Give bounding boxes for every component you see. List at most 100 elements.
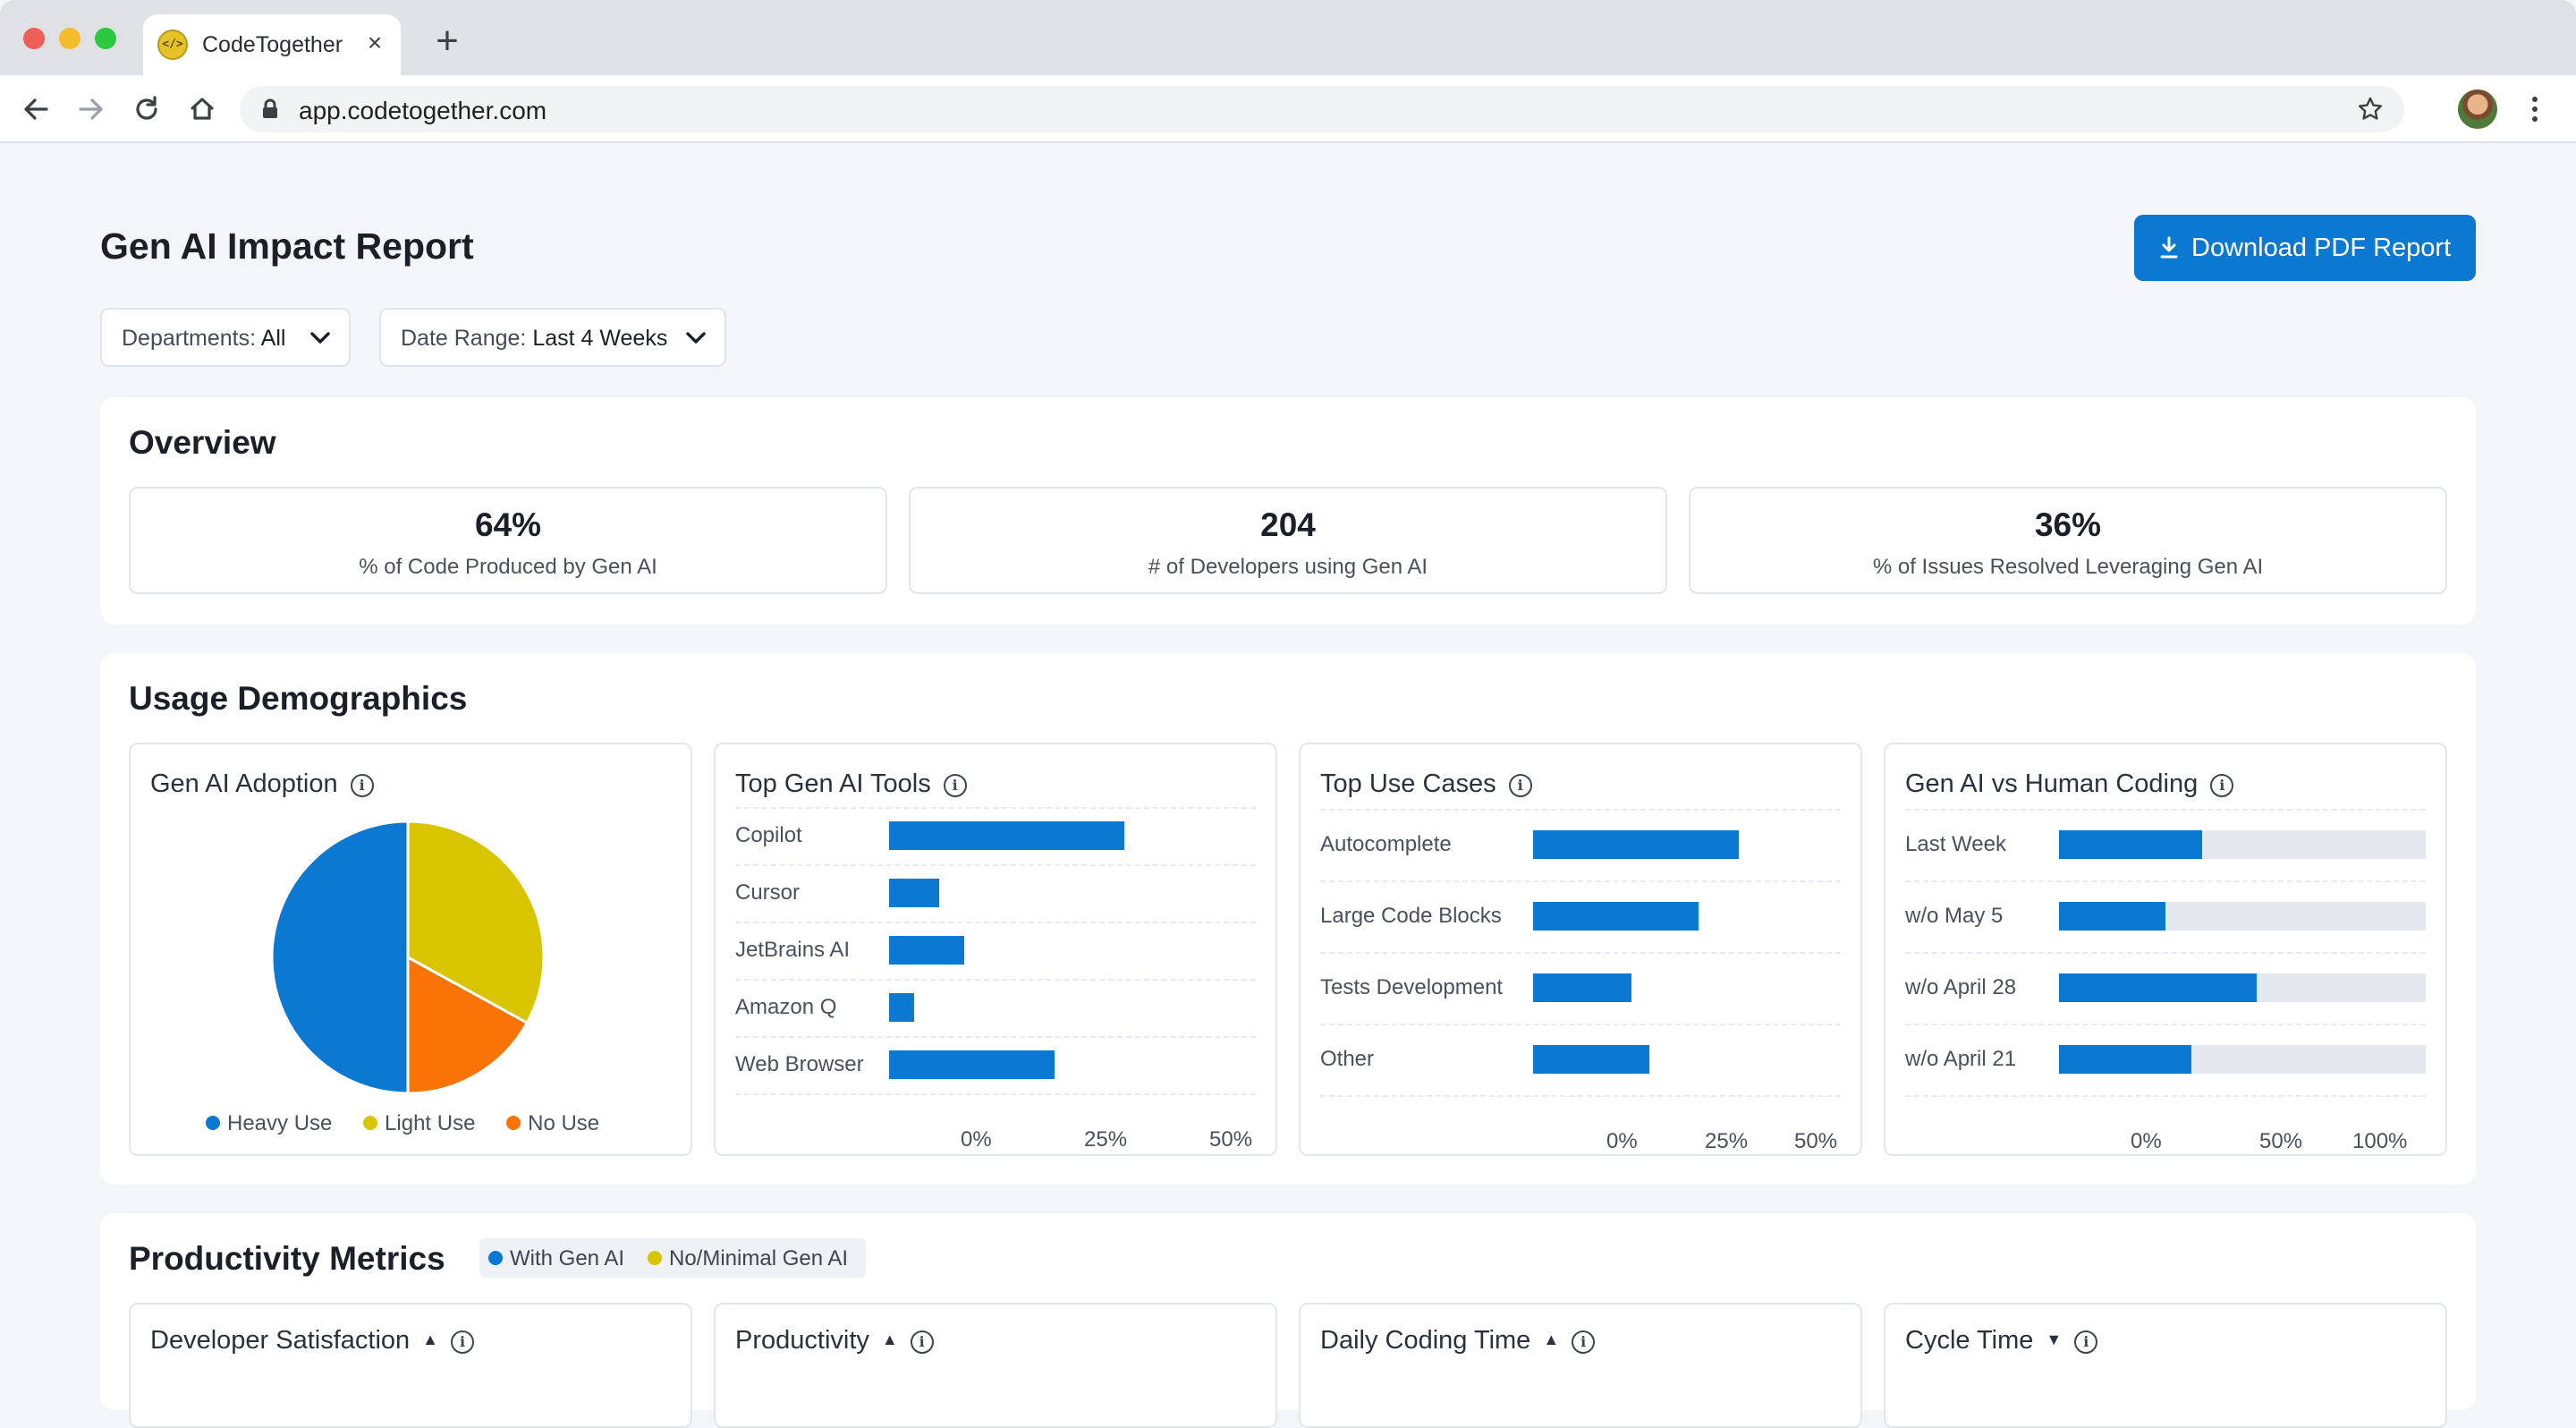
bar: [889, 993, 914, 1022]
productivity-metrics-card: Productivity Metrics With Gen AI No/Mini…: [100, 1213, 2476, 1428]
lock-icon: [263, 98, 277, 118]
gridline: [1320, 952, 1841, 954]
legend-no-gen-ai: No/Minimal Gen AI: [648, 1246, 848, 1271]
panel-title: Daily Coding Time: [1320, 1326, 1531, 1355]
gen-ai-vs-human-panel: Gen AI vs Human Coding i Last Week w/o May…: [1884, 743, 2447, 1156]
tab-bar: </> CodeTogether × +: [0, 0, 2576, 75]
gridline: [735, 864, 1256, 866]
date-range-filter-dropdown[interactable]: Date Range: Last 4 Weeks: [379, 308, 726, 367]
page-title: Gen AI Impact Report: [100, 225, 474, 267]
departments-filter-dropdown[interactable]: Departments: All: [100, 308, 351, 367]
gen-ai-adoption-panel: Gen AI Adoption i Heavy Use Light Use No …: [129, 743, 692, 1156]
bar: [2059, 1045, 2191, 1074]
bar: [2059, 973, 2258, 1002]
address-bar[interactable]: app.codetogether.com: [240, 86, 2404, 132]
bar: [1533, 830, 1739, 859]
gridline: [1905, 809, 2426, 811]
tick-label: 50%: [1209, 1127, 1253, 1152]
download-pdf-button[interactable]: Download PDF Report: [2134, 215, 2476, 281]
info-icon[interactable]: i: [2210, 774, 2234, 797]
browser-toolbar: app.codetogether.com: [0, 75, 2576, 143]
back-arrow-icon[interactable]: [20, 93, 52, 125]
trend-down-icon: ▼: [2046, 1330, 2063, 1348]
browser-tab[interactable]: </> CodeTogether ×: [143, 14, 401, 75]
adoption-pie-chart: [270, 820, 546, 1095]
profile-avatar[interactable]: [2458, 89, 2497, 129]
info-icon[interactable]: i: [350, 774, 374, 797]
home-icon[interactable]: [186, 93, 218, 125]
download-pdf-label: Download PDF Report: [2191, 234, 2452, 262]
productivity-panel: Productivity ▲ i: [714, 1303, 1277, 1428]
gridline: [735, 1093, 1256, 1095]
tick-label: 50%: [2259, 1129, 2303, 1153]
top-use-cases-panel: Top Use Cases i Autocomplete Large Code Bl…: [1299, 743, 1862, 1156]
tick-label: 0%: [1606, 1129, 1638, 1153]
close-tab-icon[interactable]: ×: [367, 29, 383, 56]
daily-coding-time-panel: Daily Coding Time ▲ i: [1299, 1303, 1862, 1428]
minimize-window-button[interactable]: [59, 28, 80, 49]
panel-title: Cycle Time: [1905, 1326, 2034, 1355]
legend-light-use: Light Use: [363, 1111, 475, 1135]
bar-label: Web Browser: [735, 1052, 864, 1076]
bar: [889, 821, 1125, 850]
stat-value: 64%: [474, 506, 542, 543]
top-gen-ai-tools-panel: Top Gen AI Tools i Copilot Cursor JetBrains…: [714, 743, 1277, 1156]
stat-value: 204: [1260, 506, 1316, 543]
legend-heavy-use: Heavy Use: [206, 1111, 332, 1135]
tick-label: 0%: [961, 1127, 992, 1152]
developer-satisfaction-panel: Developer Satisfaction ▲ i: [129, 1303, 692, 1428]
bar: [1533, 902, 1699, 931]
pie-slice-no-use: [406, 955, 530, 1095]
bar-label: w/o May 5: [1905, 904, 2004, 928]
browser-menu-icon[interactable]: [2526, 93, 2544, 125]
info-icon[interactable]: i: [1508, 774, 1532, 797]
codetogether-favicon-icon: </>: [157, 30, 188, 60]
stat-developers: 204 # of Developers using Gen AI: [909, 487, 1667, 594]
stat-label: % of Issues Resolved Leveraging Gen AI: [1872, 555, 2264, 579]
url-text: app.codetogether.com: [299, 97, 547, 124]
reload-icon[interactable]: [131, 93, 163, 125]
trend-up-icon: ▲: [881, 1330, 898, 1348]
close-window-button[interactable]: [23, 28, 45, 49]
departments-filter-value: All: [260, 326, 286, 351]
stat-value: 36%: [2034, 506, 2102, 543]
new-tab-icon[interactable]: +: [436, 19, 459, 63]
bar-label: Last Week: [1905, 832, 2006, 856]
chevron-down-icon: [310, 332, 330, 344]
info-icon[interactable]: i: [2074, 1330, 2098, 1354]
info-icon[interactable]: i: [1572, 1330, 1596, 1354]
gridline: [735, 922, 1256, 923]
info-icon[interactable]: i: [910, 1330, 934, 1354]
tick-label: 0%: [2131, 1129, 2162, 1153]
overview-card: Overview 64% % of Code Produced by Gen A…: [100, 397, 2476, 625]
forward-arrow-icon[interactable]: [75, 93, 107, 125]
download-icon: [2160, 236, 2178, 259]
panel-title: Gen AI Adoption: [150, 769, 338, 798]
gridline: [1320, 809, 1841, 811]
bar-label: w/o April 21: [1905, 1047, 2017, 1071]
tab-title: CodeTogether: [202, 32, 343, 57]
gridline: [1905, 952, 2426, 954]
gridline: [1320, 880, 1841, 882]
panel-title: Top Gen AI Tools: [735, 769, 931, 798]
bar: [1533, 1045, 1649, 1074]
stat-label: # of Developers using Gen AI: [1148, 555, 1428, 579]
info-icon[interactable]: i: [943, 774, 967, 797]
maximize-window-button[interactable]: [95, 28, 116, 49]
tick-label: 50%: [1794, 1129, 1838, 1153]
bar: [889, 936, 964, 965]
tick-label: 25%: [1084, 1127, 1128, 1152]
gridline: [1320, 1024, 1841, 1025]
bar-label: Cursor: [735, 880, 801, 905]
gridline: [1905, 880, 2426, 882]
info-icon[interactable]: i: [450, 1330, 474, 1354]
pie-slice-heavy-use: [270, 820, 410, 1095]
tick-label: 25%: [1705, 1129, 1749, 1153]
panel-title: Top Use Cases: [1320, 769, 1496, 798]
stat-issues-resolved: 36% % of Issues Resolved Leveraging Gen …: [1689, 487, 2447, 594]
gridline: [735, 807, 1256, 809]
panel-title: Productivity: [735, 1326, 869, 1355]
productivity-metrics-title: Productivity Metrics: [129, 1240, 445, 1277]
bar: [1533, 973, 1631, 1002]
bookmark-star-icon[interactable]: [2356, 95, 2385, 123]
